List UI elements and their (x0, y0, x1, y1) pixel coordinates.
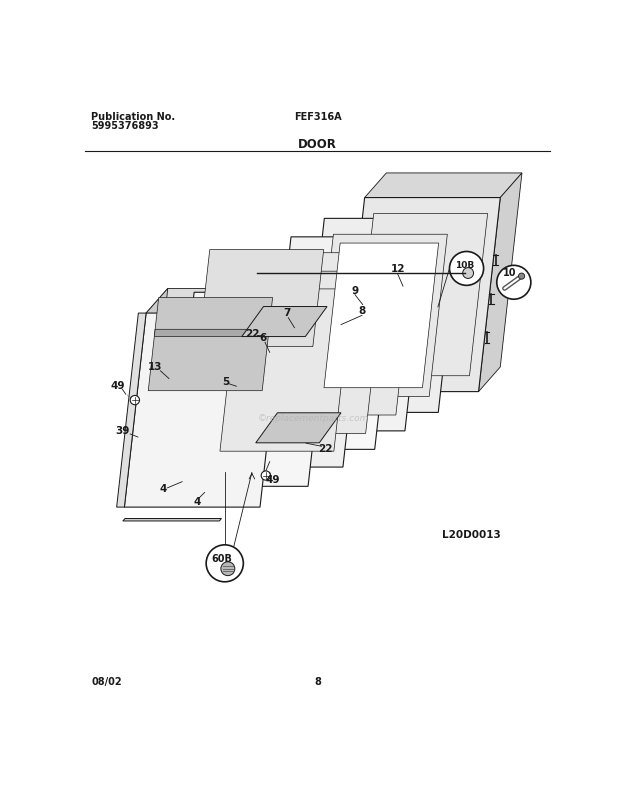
Polygon shape (199, 250, 324, 347)
Text: 10: 10 (503, 268, 516, 278)
Polygon shape (125, 289, 168, 507)
Circle shape (221, 561, 235, 576)
Polygon shape (255, 413, 341, 442)
Text: 08/02: 08/02 (92, 676, 122, 687)
Text: 4: 4 (194, 496, 202, 507)
Polygon shape (343, 197, 500, 392)
Text: DOOR: DOOR (298, 137, 337, 151)
Polygon shape (269, 237, 427, 431)
Text: 39: 39 (115, 426, 130, 436)
Text: 49: 49 (110, 381, 125, 391)
Circle shape (497, 266, 531, 299)
Polygon shape (172, 293, 330, 486)
Polygon shape (315, 234, 448, 396)
Polygon shape (146, 289, 303, 313)
Text: 7: 7 (283, 308, 290, 318)
Text: 8: 8 (314, 676, 321, 687)
Text: 12: 12 (391, 264, 405, 274)
Text: 6: 6 (260, 334, 267, 343)
Polygon shape (252, 271, 384, 434)
Text: 9: 9 (352, 285, 358, 296)
Text: 22: 22 (318, 444, 333, 454)
Polygon shape (154, 329, 269, 336)
Circle shape (450, 251, 484, 285)
Polygon shape (324, 243, 438, 388)
Text: 8: 8 (358, 306, 366, 316)
Text: 22: 22 (245, 329, 259, 339)
Text: ©replacementparts.com: ©replacementparts.com (258, 414, 370, 423)
Text: 13: 13 (148, 362, 162, 372)
Polygon shape (123, 519, 221, 521)
Polygon shape (220, 289, 352, 451)
Polygon shape (282, 253, 414, 415)
Circle shape (518, 273, 525, 279)
Text: Publication No.: Publication No. (92, 112, 175, 122)
Text: 4: 4 (159, 485, 166, 494)
Polygon shape (148, 297, 273, 391)
Circle shape (206, 545, 243, 582)
Text: 49: 49 (265, 475, 280, 485)
Circle shape (130, 396, 140, 404)
Polygon shape (479, 173, 522, 392)
Text: 10B: 10B (454, 261, 474, 270)
Polygon shape (242, 307, 327, 336)
Polygon shape (303, 218, 460, 412)
Text: FEF316A: FEF316A (294, 112, 342, 122)
Circle shape (261, 471, 270, 480)
Polygon shape (125, 313, 281, 507)
Text: L20D0013: L20D0013 (441, 531, 500, 540)
Circle shape (463, 268, 474, 278)
Polygon shape (239, 255, 396, 450)
Text: 5: 5 (223, 377, 230, 387)
Polygon shape (355, 213, 488, 376)
Text: 5995376893: 5995376893 (92, 121, 159, 132)
Polygon shape (365, 173, 522, 197)
Polygon shape (207, 273, 365, 467)
Polygon shape (117, 313, 146, 507)
Text: 60B: 60B (211, 554, 232, 564)
